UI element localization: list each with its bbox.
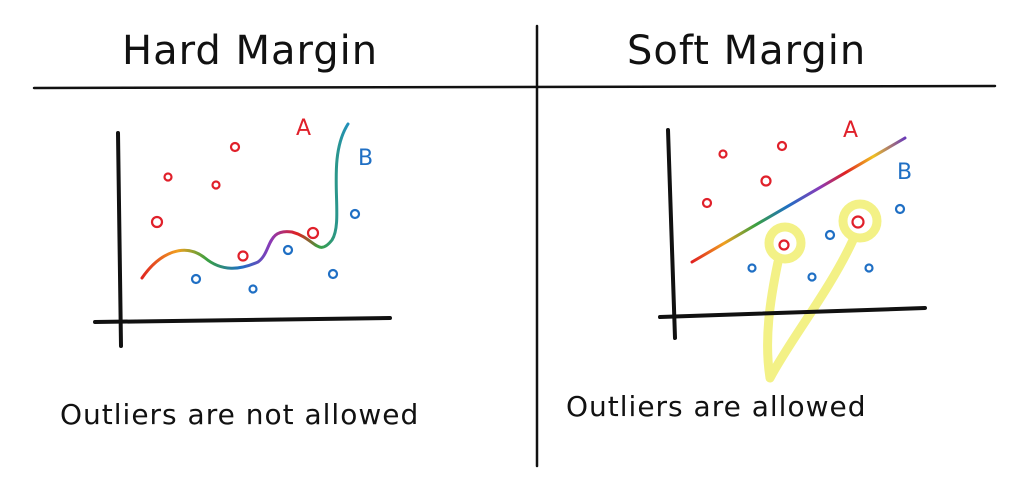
highlight-stroke <box>763 235 858 383</box>
point-a <box>150 215 164 229</box>
soft-margin-title: Soft Margin <box>627 28 867 74</box>
point-a <box>237 250 249 262</box>
class-a-points <box>701 140 865 251</box>
point-a <box>163 172 173 182</box>
x-axis <box>658 306 927 319</box>
point-b <box>747 263 757 273</box>
label-class-b: B <box>897 160 913 185</box>
class-b-points <box>190 208 361 294</box>
soft-margin-caption: Outliers are allowed <box>566 390 867 423</box>
point-a <box>718 149 728 159</box>
y-axis <box>666 128 677 340</box>
label-class-a: A <box>296 116 312 141</box>
point-b <box>327 268 339 280</box>
point-a <box>701 197 713 209</box>
header-divider <box>32 84 997 90</box>
label-class-b: B <box>358 146 374 171</box>
point-b <box>190 273 202 285</box>
soft-margin-plot <box>658 128 927 383</box>
point-b <box>894 203 906 215</box>
hard-margin-caption: Outliers are not allowed <box>60 398 420 431</box>
point-a <box>851 215 865 229</box>
point-b <box>864 263 874 273</box>
decision-boundary-line <box>690 136 907 264</box>
point-a <box>306 226 320 240</box>
point-b <box>349 208 361 220</box>
point-a <box>776 140 788 152</box>
x-axis <box>93 316 392 324</box>
highlight-circle <box>764 222 806 264</box>
point-b <box>248 284 258 294</box>
hard-margin-title: Hard Margin <box>122 28 379 74</box>
y-axis <box>116 131 123 348</box>
point-b <box>282 244 294 256</box>
point-b <box>824 229 836 241</box>
point-b <box>807 272 817 282</box>
outlier-highlight <box>763 199 882 383</box>
decision-boundary-curve <box>140 122 350 280</box>
point-a <box>760 175 772 187</box>
point-a <box>211 180 221 190</box>
class-b-points <box>747 203 906 282</box>
point-a <box>229 141 241 153</box>
point-a <box>778 239 790 251</box>
hard-margin-plot <box>93 122 392 348</box>
highlight-circle <box>838 199 882 243</box>
class-a-points <box>150 141 320 262</box>
label-class-a: A <box>843 118 859 143</box>
